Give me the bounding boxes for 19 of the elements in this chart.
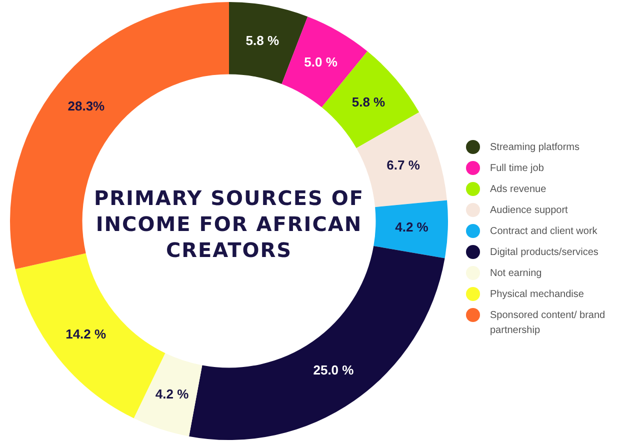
legend-label: Sponsored content/ brand partnership	[490, 309, 606, 338]
data-label: 5.0 %	[304, 54, 338, 70]
legend-label: Streaming platforms	[490, 141, 580, 155]
legend-label: Physical mechandise	[490, 288, 585, 302]
legend-label: Not earning	[490, 267, 543, 281]
data-label: 5.8 %	[246, 32, 280, 48]
data-label: 25.0 %	[313, 362, 354, 378]
data-label: 4.2 %	[395, 220, 429, 235]
data-label: 14.2 %	[66, 326, 106, 342]
legend-label: Digital products/services	[490, 246, 600, 260]
legend-label: Audience support	[490, 204, 569, 218]
data-label: 5.8 %	[352, 94, 386, 110]
legend-label: Contract and client work	[490, 225, 598, 239]
legend-label: Full time job	[490, 162, 545, 176]
text: PRIMARY SOURCES OF INCOME FOR AFRICAN CREATORS	[92, 185, 366, 263]
legend-label: Ads revenue	[490, 183, 548, 197]
data-label: 6.7 %	[386, 157, 420, 172]
data-label: 4.2 %	[155, 386, 190, 402]
data-label: 28.3%	[68, 98, 106, 114]
